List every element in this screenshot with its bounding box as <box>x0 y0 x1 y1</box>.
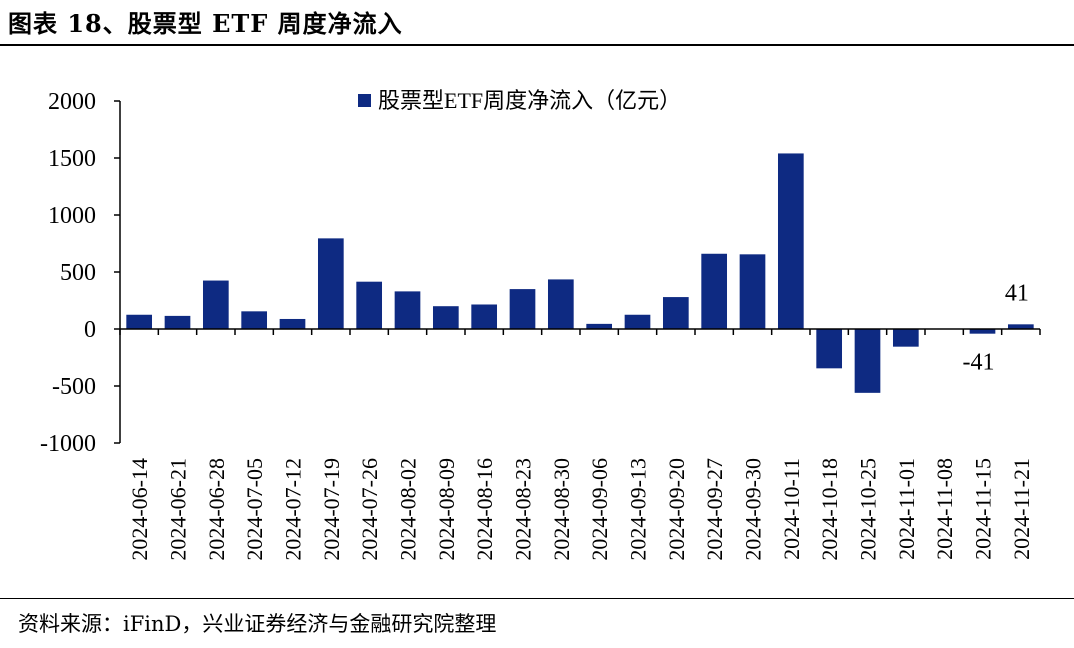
bar <box>662 297 689 329</box>
data-labels: -41 41 <box>963 280 1029 375</box>
bars <box>126 153 1034 393</box>
x-tick-label: 2024-10-25 <box>856 458 881 561</box>
bar <box>854 329 881 393</box>
zero-axis <box>119 328 1041 335</box>
bar <box>279 318 306 329</box>
x-tick-label: 2024-10-11 <box>779 458 804 560</box>
bar <box>624 314 651 329</box>
bar <box>432 306 459 329</box>
source-note: 资料来源：iFinD，兴业证券经济与金融研究院整理 <box>18 612 497 636</box>
legend-label: 股票型ETF周度净流入（亿元） <box>378 88 681 113</box>
bar <box>164 315 191 329</box>
x-tick-label: 2024-09-27 <box>702 458 727 561</box>
x-tick-label: 2024-08-09 <box>434 458 459 561</box>
x-tick-label: 2024-09-06 <box>587 458 612 561</box>
bar <box>317 238 344 329</box>
x-tick-label: 2024-08-23 <box>511 458 536 561</box>
x-tick-label: 2024-06-28 <box>204 458 229 561</box>
x-tick-label: 2024-09-30 <box>741 458 766 561</box>
y-tick-label: -1000 <box>40 431 96 457</box>
y-tick-label: 0 <box>84 317 96 343</box>
legend: 股票型ETF周度净流入（亿元） <box>358 88 681 113</box>
bar <box>1007 324 1034 329</box>
figure-title: 图表 18、股票型 ETF 周度净流入 <box>8 9 403 38</box>
x-tick-label: 2024-08-02 <box>396 458 421 561</box>
bar <box>701 253 728 329</box>
x-tick-label: 2024-07-26 <box>357 458 382 561</box>
x-tick-label: 2024-09-13 <box>626 458 651 561</box>
x-tick-label: 2024-06-21 <box>166 458 191 561</box>
bar <box>586 323 613 329</box>
bar <box>739 254 766 329</box>
y-tick-label: -500 <box>52 374 96 400</box>
x-tick-label: 2024-07-05 <box>242 458 267 561</box>
data-label: 41 <box>1005 280 1029 306</box>
bar <box>394 291 421 329</box>
x-tick-label: 2024-07-12 <box>281 458 306 561</box>
bar <box>126 314 153 329</box>
bar <box>969 329 996 334</box>
bar <box>892 329 919 347</box>
x-tick-label: 2024-10-18 <box>817 458 842 561</box>
x-tick-label: 2024-07-19 <box>319 458 344 561</box>
y-axis: 2000 1500 1000 500 0 -500 -1000 <box>40 89 121 457</box>
y-tick-label: 1000 <box>48 203 96 229</box>
x-tick-label: 2024-06-14 <box>127 458 152 561</box>
data-label: -41 <box>963 350 995 376</box>
bar <box>509 289 536 329</box>
y-tick-label: 1500 <box>48 146 96 172</box>
x-axis-labels: 2024-06-14 2024-06-21 2024-06-28 2024-07-05… <box>127 458 1034 561</box>
bar <box>547 279 574 329</box>
bar <box>471 304 498 329</box>
bar <box>202 280 229 329</box>
source-divider <box>0 598 1074 599</box>
legend-swatch <box>358 94 371 107</box>
bar <box>241 311 268 329</box>
x-tick-label: 2024-08-30 <box>549 458 574 561</box>
x-tick-label: 2024-11-01 <box>894 458 919 560</box>
bar <box>777 153 804 329</box>
bar <box>356 281 383 329</box>
x-tick-label: 2024-11-15 <box>971 458 996 560</box>
x-tick-label: 2024-09-20 <box>664 458 689 561</box>
x-tick-label: 2024-11-21 <box>1009 458 1034 560</box>
title-divider <box>0 44 1074 46</box>
bar <box>816 329 843 369</box>
y-tick-label: 2000 <box>48 89 96 115</box>
x-tick-label: 2024-08-16 <box>472 458 497 561</box>
y-tick-label: 500 <box>60 260 96 286</box>
x-tick-label: 2024-11-08 <box>932 458 957 560</box>
